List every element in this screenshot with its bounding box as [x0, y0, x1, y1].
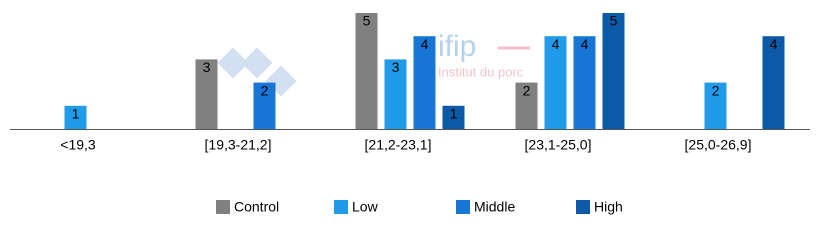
bar — [195, 59, 218, 129]
legend-label: Control — [234, 199, 279, 215]
x-tick-label: [23,1-25,0] — [525, 137, 592, 153]
data-label: 4 — [421, 36, 429, 52]
bar — [704, 82, 727, 129]
x-tick-label: [21,2-23,1] — [365, 137, 432, 153]
legend-label: High — [594, 199, 623, 215]
legend-swatch — [456, 200, 470, 214]
data-label: 4 — [581, 36, 589, 52]
watermark-shape — [241, 47, 273, 79]
legend-label: Low — [352, 199, 379, 215]
watermark-subtitle: Institut du porc — [438, 64, 524, 79]
legend-swatch — [334, 200, 348, 214]
page: {"chart_data": {"type": "bar", "categori… — [10, 12, 810, 215]
x-tick-label: [19,3-21,2] — [205, 137, 272, 153]
chart: ifip Institut du porc <19,3 1 [19,3-21,2] 3… — [10, 13, 810, 215]
data-label: 1 — [450, 106, 458, 122]
bar — [602, 13, 625, 129]
data-label: 5 — [363, 13, 371, 29]
data-label: 2 — [712, 82, 720, 98]
data-label: 4 — [552, 36, 560, 52]
bar — [64, 105, 87, 129]
data-label: 2 — [261, 82, 269, 98]
bar — [515, 82, 538, 129]
data-label: 3 — [392, 59, 400, 75]
watermark-logo: ifip — [438, 30, 476, 63]
bar — [355, 13, 378, 129]
data-label: 4 — [770, 36, 778, 52]
data-label: 2 — [523, 82, 531, 98]
bar — [253, 82, 276, 129]
x-tick-label: <19,3 — [60, 137, 96, 153]
bar — [413, 36, 436, 130]
data-label: 5 — [610, 13, 618, 29]
legend-swatch — [576, 200, 590, 214]
legend-swatch — [216, 200, 230, 214]
bar — [544, 36, 567, 130]
bar — [573, 36, 596, 130]
legend-label: Middle — [474, 199, 515, 215]
x-tick-label: [25,0-26,9] — [685, 137, 752, 153]
data-label: 1 — [72, 106, 80, 122]
watermark-shape — [217, 47, 249, 79]
bar — [762, 36, 785, 130]
data-label: 3 — [203, 59, 211, 75]
bar — [442, 105, 465, 129]
bar — [384, 59, 407, 129]
